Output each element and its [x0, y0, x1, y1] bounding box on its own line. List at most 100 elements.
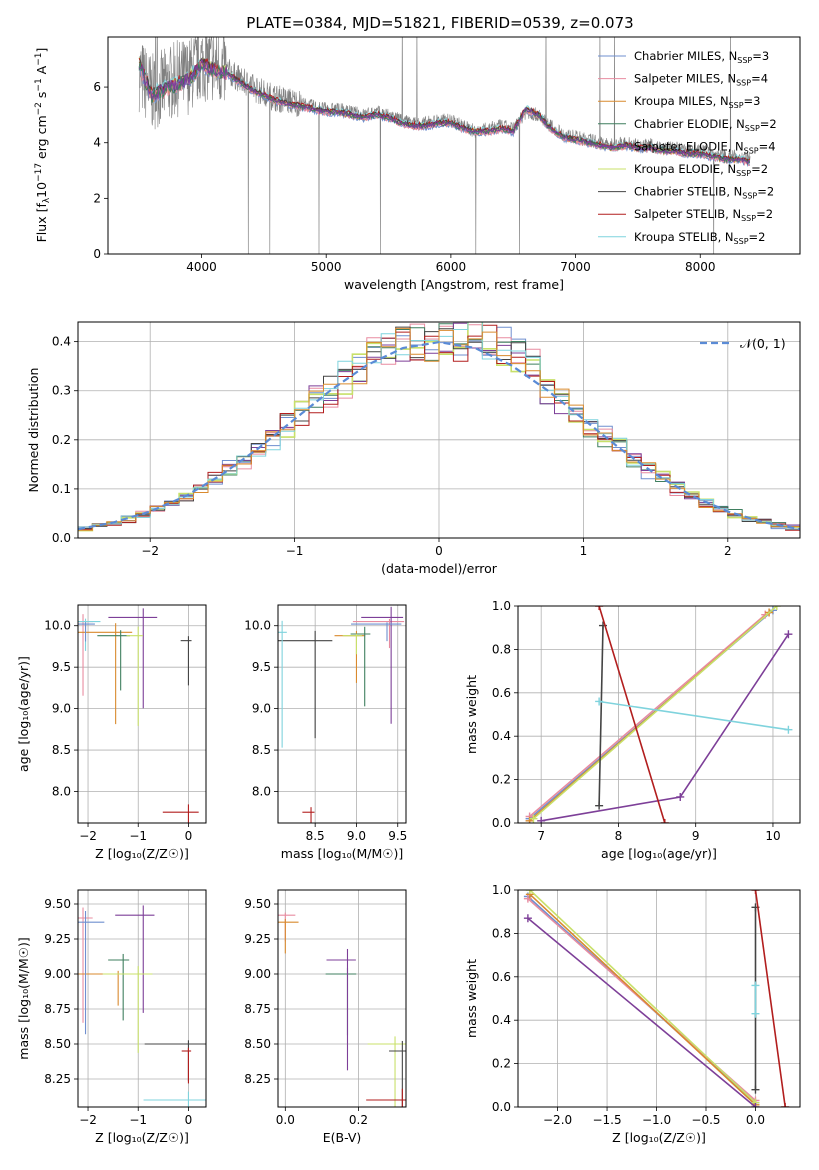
axes-frame [277, 889, 407, 1108]
y-tick-label: 1.0 [492, 599, 511, 613]
plot-area [78, 322, 800, 532]
y-tick-label: 8.75 [244, 1002, 271, 1016]
plot-area [138, 37, 751, 254]
mass-weight-vs-age-panel: 7 8 9 10 0.0 0.2 0.4 0.6 0.8 1.0 age [log₁₀(age/yr… [464, 599, 801, 861]
y-tick-label: 8.25 [44, 1072, 71, 1086]
y-tick-label: 9.25 [44, 932, 71, 946]
plot-area [78, 608, 199, 823]
legend-label: Salpeter MILES, NSSP=4 [634, 72, 768, 88]
y-tick-label: 0.1 [52, 482, 71, 496]
mass-weight-marker [784, 725, 793, 734]
legend-label: Salpeter STELIB, NSSP=2 [634, 207, 773, 223]
mass-vs-ebv-panel: 0.0 0.2 8.25 8.50 8.75 9.00 9.25 9.50 E(B-V) [244, 889, 407, 1145]
mass-weight-marker [751, 1009, 760, 1018]
x-tick-label: −2 [79, 1113, 97, 1127]
legend-label: Chabrier STELIB, NSSP=2 [634, 185, 774, 201]
y-tick-label: 0.2 [492, 1057, 511, 1071]
legend-label: 𝒩(0, 1) [740, 336, 786, 351]
y-tick-label: 8.5 [52, 743, 71, 757]
y-tick-label: 0.0 [492, 1100, 511, 1114]
y-tick-label: 0.8 [492, 926, 511, 940]
x-tick-label: 7 [537, 829, 545, 843]
y-axis-label: mass weight [464, 959, 479, 1038]
y-tick-label: 8.75 [44, 1002, 71, 1016]
x-tick-label: −2 [141, 544, 159, 558]
x-tick-label: −2.0 [543, 1113, 572, 1127]
legend-label: Chabrier MILES, NSSP=3 [634, 49, 769, 65]
y-axis-label: age [log₁₀(age/yr)] [16, 656, 31, 772]
mass-weight-line [529, 614, 766, 818]
y-tick-label: 9.0 [52, 702, 71, 716]
y-tick-label: 10.0 [44, 619, 71, 633]
x-axis-label: Z [log₁₀(Z/Z☉)] [612, 1130, 706, 1145]
plot-area [278, 912, 406, 1107]
figure-title: PLATE=0384, MJD=51821, FIBERID=0539, z=0… [246, 14, 633, 32]
y-tick-label: 9.0 [252, 702, 271, 716]
mass-weight-marker [772, 606, 781, 610]
axes-frame [77, 321, 801, 539]
mass-weight-marker [660, 819, 669, 823]
legend-label: Kroupa MILES, NSSP=3 [634, 94, 760, 110]
mass-weight-marker [751, 1103, 760, 1107]
x-tick-label: 2 [724, 544, 732, 558]
y-tick-label: 0.4 [492, 729, 511, 743]
mass-weight-line [527, 917, 757, 1107]
mass-weight-line [598, 625, 604, 806]
y-axis-label: Flux [fλ10−17 erg cm−2 s−1 A−1] [34, 48, 52, 243]
mass-weight-line [532, 606, 778, 820]
x-tick-label: 0.0 [276, 1113, 295, 1127]
y-tick-label: 9.00 [44, 967, 71, 981]
mass-weight-marker [751, 981, 760, 990]
x-tick-label: 9 [692, 829, 700, 843]
y-tick-label: 0 [93, 247, 101, 261]
axes-frame [277, 604, 407, 824]
y-tick-label: 0.4 [52, 335, 71, 349]
y-tick-label: 0.3 [52, 384, 71, 398]
y-axis-label: Normed distribution [26, 368, 41, 493]
y-axis-label: mass weight [464, 675, 479, 754]
y-tick-label: 4 [93, 136, 101, 150]
y-tick-label: 0.8 [492, 642, 511, 656]
y-tick-label: 8.50 [244, 1037, 271, 1051]
x-tick-label: −1 [129, 1113, 147, 1127]
legend-label: Salpeter ELODIE, NSSP=4 [634, 139, 776, 155]
y-tick-label: 0.0 [492, 816, 511, 830]
x-axis-label: (data-model)/error [381, 561, 498, 576]
x-tick-label: 0 [185, 1113, 193, 1127]
mass-weight-line [754, 890, 786, 1107]
axes-frame [517, 605, 801, 824]
mass-weight-marker [751, 1085, 760, 1094]
mass-weight-marker [523, 914, 532, 923]
y-tick-label: 6 [93, 80, 101, 94]
spectrum-model-line [138, 58, 750, 165]
x-tick-label: 0.2 [349, 1113, 368, 1127]
y-tick-label: 8.25 [244, 1072, 271, 1086]
y-tick-label: 10.0 [244, 619, 271, 633]
x-tick-label: 0.0 [746, 1113, 765, 1127]
spectrum-panel: 4000 5000 6000 7000 8000 0 2 4 6 wavelength [Angs… [34, 36, 801, 292]
x-axis-label: E(B-V) [323, 1130, 362, 1145]
mass-weight-marker [525, 890, 534, 894]
age-vs-metallicity-panel: −2 −1 0 8.0 8.5 9.0 9.5 10.0 Z [log₁₀(Z/Z☉)] age … [16, 604, 207, 861]
mass-weight-line [598, 700, 789, 731]
x-axis-label: Z [log₁₀(Z/Z☉)] [95, 846, 189, 861]
x-tick-label: −2 [79, 829, 97, 843]
mass-weight-line [529, 890, 757, 1104]
x-tick-label: 8 [615, 829, 623, 843]
x-tick-label: −1 [286, 544, 304, 558]
y-tick-label: 0.0 [52, 531, 71, 545]
legend-label: Chabrier ELODIE, NSSP=2 [634, 117, 777, 133]
plot-area [78, 905, 206, 1107]
y-tick-label: 9.00 [244, 967, 271, 981]
plot-area [278, 606, 405, 823]
plot-area [523, 890, 790, 1107]
y-tick-label: 8.0 [52, 785, 71, 799]
axes-frame [77, 604, 207, 824]
x-tick-label: −1.5 [592, 1113, 621, 1127]
y-tick-label: 0.2 [52, 433, 71, 447]
y-tick-label: 2 [93, 191, 101, 205]
spectrum-data-line [138, 37, 751, 254]
y-axis-label: mass [log₁₀(M/M☉)] [16, 937, 31, 1059]
y-tick-label: 8.0 [252, 785, 271, 799]
